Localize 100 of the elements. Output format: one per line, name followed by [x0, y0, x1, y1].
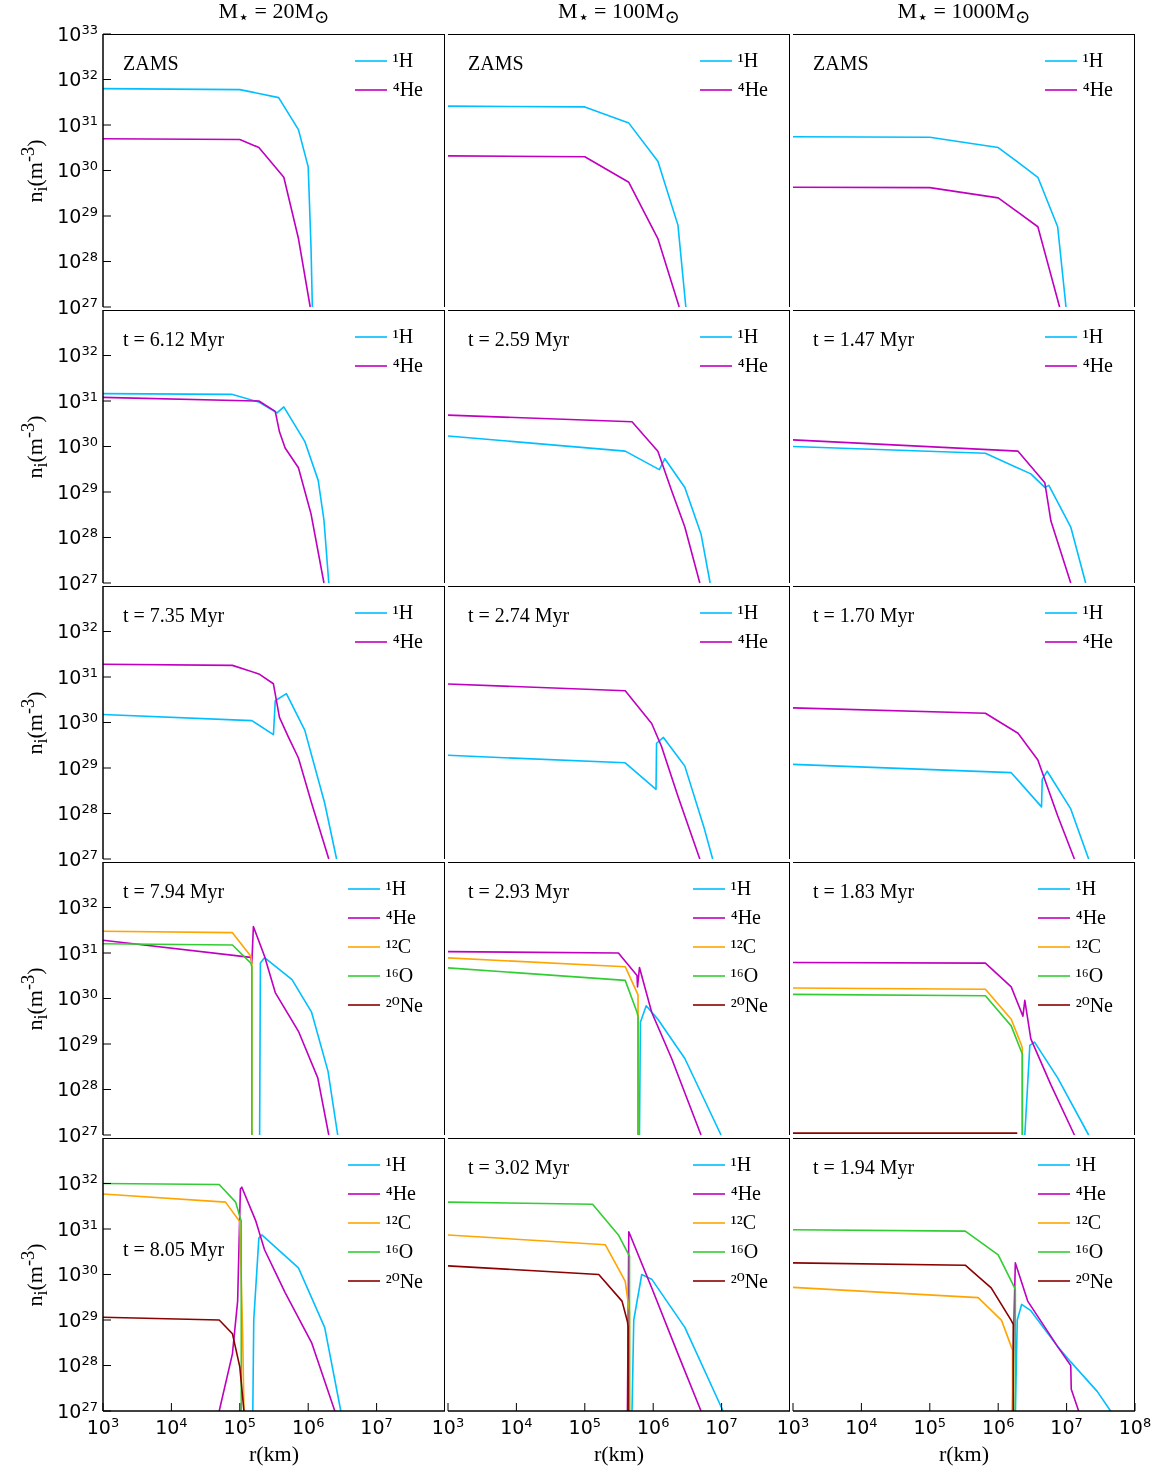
legend-label: ¹H: [730, 877, 752, 900]
legend-label: ¹H: [730, 1153, 752, 1176]
x-tick-label: 10$^{5}$: [568, 1414, 602, 1439]
y-tick-label: 10$^{31}$: [57, 664, 98, 688]
legend-label: ⁴He: [1082, 354, 1113, 377]
legend-label: ¹⁶O: [1075, 1240, 1104, 1263]
x-tick-label: 10$^{3}$: [431, 1414, 465, 1439]
y-tick-label: 10$^{30}$: [57, 157, 98, 182]
legend-label: ¹H: [392, 601, 414, 624]
y-tick-label: 10$^{29}$: [57, 1031, 98, 1055]
chart-title: M$_{⋆}$ = 20M$_{⊙}$: [217, 0, 331, 29]
y-tick-label: 10$^{32}$: [57, 342, 98, 367]
legend-label: ¹²C: [1075, 1211, 1101, 1234]
annotation: t = 2.74 Myr: [468, 604, 570, 627]
y-tick-label: 10$^{27}$: [57, 294, 98, 318]
x-axis-title: r(km): [937, 1441, 991, 1467]
y-tick-label: 10$^{28}$: [57, 800, 98, 825]
legend-label: ¹H: [737, 601, 759, 624]
legend-label: ¹H: [385, 877, 407, 900]
y-tick-label: 10$^{27}$: [57, 570, 98, 594]
legend-label: ¹⁶O: [730, 1240, 759, 1263]
annotation: t = 7.94 Myr: [123, 880, 225, 903]
annotation: ZAMS: [123, 52, 179, 75]
annotation: t = 3.02 Myr: [468, 1156, 570, 1179]
annotation: t = 2.93 Myr: [468, 880, 570, 903]
y-tick-label: 10$^{31}$: [57, 112, 98, 136]
y-tick-label: 10$^{28}$: [57, 1076, 98, 1101]
legend-label: ¹H: [737, 49, 759, 72]
x-tick-label: 10$^{6}$: [981, 1414, 1015, 1439]
chart-title: M$_{⋆}$ = 100M$_{⊙}$: [557, 0, 681, 29]
legend-label: ¹²C: [385, 935, 411, 958]
x-tick-label: 10$^{7}$: [1050, 1414, 1083, 1439]
legend-label: ⁴He: [392, 354, 423, 377]
y-tick-label: 10$^{32}$: [57, 1170, 98, 1195]
legend-label: ²⁰Ne: [1075, 1268, 1113, 1293]
x-tick-label: 10$^{8}$: [1118, 1414, 1152, 1439]
annotation: t = 1.47 Myr: [813, 328, 915, 351]
x-tick-label: 10$^{5}$: [223, 1414, 257, 1439]
x-axis-title: r(km): [247, 1441, 301, 1467]
x-tick-label: 10$^{7}$: [705, 1414, 738, 1439]
legend-label: ¹⁶O: [385, 1240, 414, 1263]
x-tick-label: 10$^{4}$: [500, 1414, 533, 1439]
legend-label: ²⁰Ne: [730, 1268, 768, 1293]
legend-label: ¹H: [1075, 877, 1097, 900]
y-tick-label: 10$^{31}$: [57, 388, 98, 412]
x-axis-title: r(km): [592, 1441, 646, 1467]
annotation: t = 1.83 Myr: [813, 880, 915, 903]
legend-label: ¹²C: [385, 1211, 411, 1234]
legend-label: ⁴He: [385, 906, 416, 929]
legend-label: ⁴He: [392, 78, 423, 101]
x-tick-label: 10$^{7}$: [360, 1414, 393, 1439]
y-tick-label: 10$^{28}$: [57, 1352, 98, 1377]
annotation: t = 1.94 Myr: [813, 1156, 915, 1179]
legend-label: ¹⁶O: [1075, 964, 1104, 987]
y-tick-label: 10$^{32}$: [57, 618, 98, 643]
annotation: t = 1.70 Myr: [813, 604, 915, 627]
y-tick-label: 10$^{27}$: [57, 846, 98, 870]
legend-label: ²⁰Ne: [1075, 992, 1113, 1017]
legend-label: ¹H: [392, 325, 414, 348]
annotation: t = 2.59 Myr: [468, 328, 570, 351]
legend-label: ⁴He: [1082, 78, 1113, 101]
legend-label: ⁴He: [737, 78, 768, 101]
legend-label: ⁴He: [730, 906, 761, 929]
y-tick-label: 10$^{32}$: [57, 894, 98, 919]
y-tick-label: 10$^{33}$: [57, 21, 98, 45]
y-tick-label: 10$^{28}$: [57, 248, 98, 273]
legend-label: ¹H: [737, 325, 759, 348]
legend-label: ²⁰Ne: [385, 992, 423, 1017]
chart-title: M$_{⋆}$ = 1000M$_{⊙}$: [896, 0, 1032, 29]
legend-label: ¹H: [1082, 49, 1104, 72]
y-tick-label: 10$^{27}$: [57, 1122, 98, 1146]
annotation: ZAMS: [813, 52, 869, 75]
x-tick-label: 10$^{6}$: [291, 1414, 325, 1439]
legend-label: ²⁰Ne: [730, 992, 768, 1017]
y-tick-label: 10$^{29}$: [57, 755, 98, 779]
legend-label: ⁴He: [730, 1182, 761, 1205]
y-tick-label: 10$^{30}$: [57, 1261, 98, 1286]
y-tick-label: 10$^{29}$: [57, 203, 98, 227]
legend-label: ¹²C: [730, 935, 756, 958]
legend-label: ¹²C: [1075, 935, 1101, 958]
x-tick-label: 10$^{4}$: [845, 1414, 878, 1439]
legend-label: ²⁰Ne: [385, 1268, 423, 1293]
legend-label: ¹H: [392, 49, 414, 72]
y-tick-label: 10$^{30}$: [57, 985, 98, 1010]
y-tick-label: 10$^{30}$: [57, 709, 98, 734]
legend-label: ⁴He: [737, 354, 768, 377]
annotation: t = 7.35 Myr: [123, 604, 225, 627]
legend-label: ¹²C: [730, 1211, 756, 1234]
annotation: ZAMS: [468, 52, 524, 75]
y-tick-label: 10$^{30}$: [57, 433, 98, 458]
legend-label: ⁴He: [1075, 906, 1106, 929]
y-tick-label: 10$^{31}$: [57, 1216, 98, 1240]
x-tick-label: 10$^{3}$: [776, 1414, 810, 1439]
annotation: t = 6.12 Myr: [123, 328, 225, 351]
legend-label: ¹H: [1082, 601, 1104, 624]
legend-label: ¹⁶O: [730, 964, 759, 987]
legend-label: ¹H: [1082, 325, 1104, 348]
x-tick-label: 10$^{6}$: [636, 1414, 670, 1439]
legend-label: ⁴He: [737, 630, 768, 653]
legend-label: ⁴He: [392, 630, 423, 653]
